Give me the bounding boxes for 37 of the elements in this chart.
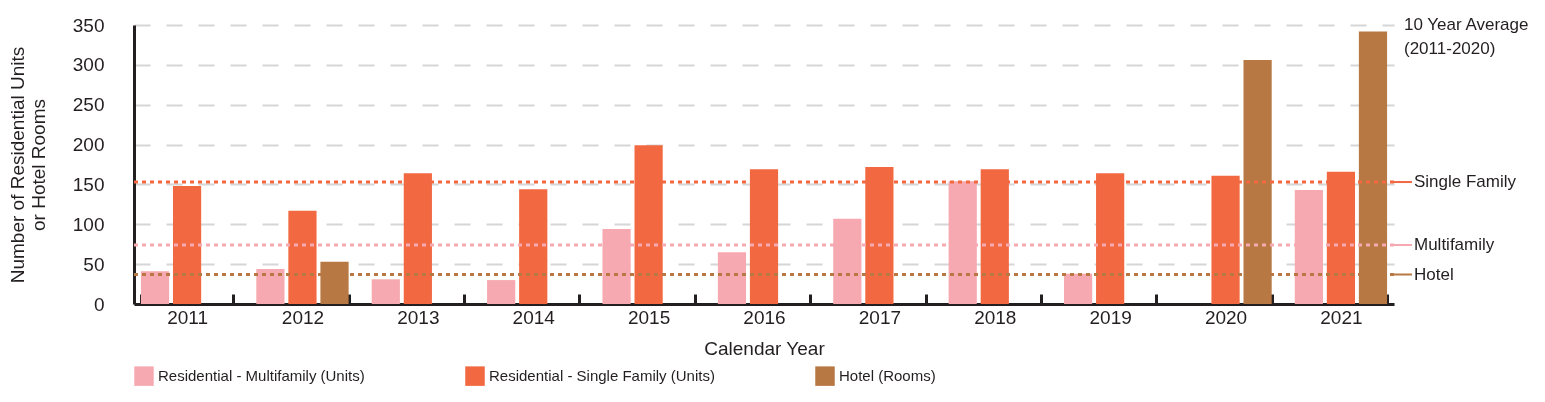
y-tick-label: 200 [72, 134, 105, 156]
x-tick-label: 2016 [743, 306, 786, 328]
bar [140, 271, 170, 304]
x-tick-label: 2011 [167, 306, 209, 328]
x-tick-label: 2013 [397, 306, 440, 328]
x-tick-label: 2018 [974, 306, 1017, 328]
y-axis-title: Number of Residential Units or Hotel Rooms [6, 46, 49, 284]
y-tick-label: 350 [72, 14, 105, 36]
ref-line-label: Multifamily [1414, 235, 1495, 255]
legend-label: Hotel (Rooms) [839, 367, 936, 385]
x-tick-label: 2015 [627, 306, 671, 328]
x-axis-title: Calendar Year [704, 337, 826, 359]
bar [288, 210, 317, 304]
text: 10 Year Average (2011-2020) [1404, 15, 1529, 58]
y-tick-label: 300 [72, 54, 105, 76]
bar [1064, 273, 1093, 304]
legend-label: Residential - Multifamily (Units) [158, 367, 365, 385]
ref-line-label: Single Family [1414, 172, 1517, 192]
x-tick-label: 2017 [858, 306, 902, 328]
ref-line-label: Hotel [1414, 264, 1454, 284]
bar [172, 186, 202, 304]
y-tick-label: 250 [72, 94, 105, 116]
bar [256, 268, 285, 304]
y-tick-label: 150 [72, 173, 105, 195]
bar [371, 279, 400, 304]
x-tick-label: 2020 [1204, 306, 1248, 328]
x-tick-label: 2014 [512, 306, 556, 328]
x-tick-label: 2019 [1089, 306, 1132, 328]
bar [519, 189, 548, 304]
legend-label: Residential - Single Family (Units) [489, 367, 715, 385]
y-tick-label: 0 [93, 293, 105, 315]
bar [487, 280, 516, 304]
y-tick-label: 50 [83, 253, 105, 275]
y-tick-label: 100 [72, 213, 105, 235]
x-tick-label: 2021 [1320, 306, 1363, 328]
bar [717, 252, 747, 304]
x-tick-label: 2012 [281, 306, 325, 328]
